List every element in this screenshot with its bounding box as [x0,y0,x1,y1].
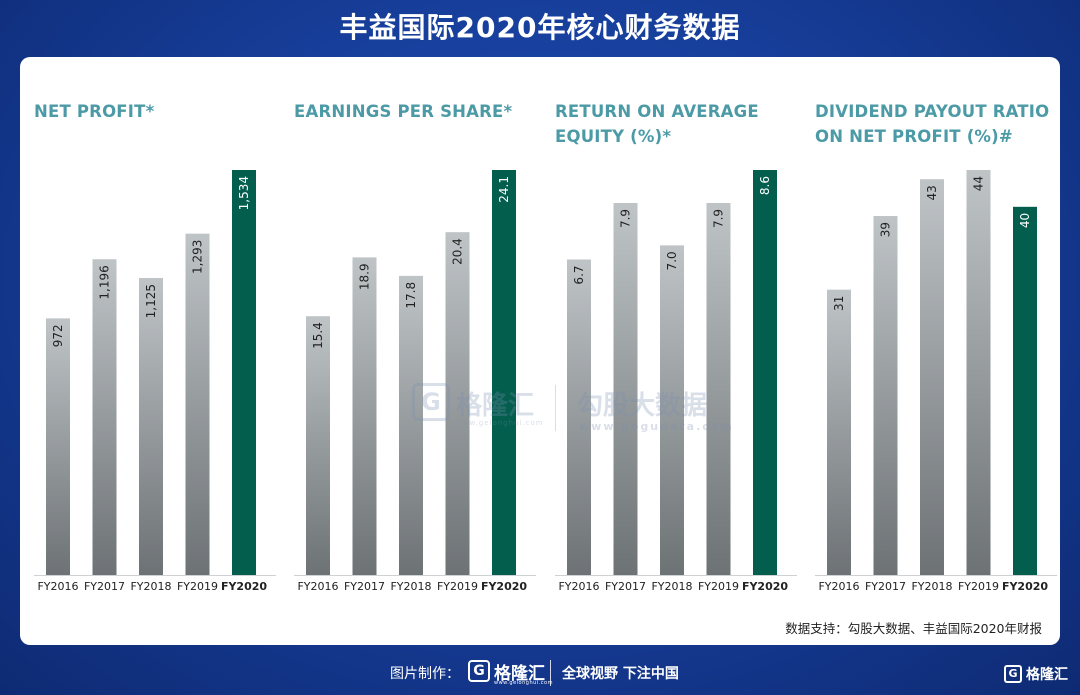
bar [966,170,991,575]
bar [46,318,70,575]
x-tick-label: FY2019 [698,580,739,593]
bar [399,275,423,575]
x-tick-label: FY2018 [651,580,692,593]
chart-3: RETURN ON AVERAGE EQUITY (%)* 6.7 FY2016 7.9… [555,102,797,593]
charts-svg: NET PROFIT* 972 FY2016 1,196 FY2017 1,125 FY20… [34,102,1057,593]
bar [660,245,684,576]
data-label: 31 [832,296,846,311]
x-tick-label: FY2016 [37,580,78,593]
bar [827,289,851,575]
x-tick-label: FY2019 [958,580,999,593]
bar [873,216,898,576]
footer: 图片制作： G 格隆汇 www.gelonghui.com 全球视野 下注中国 … [0,655,1080,695]
bar [232,170,256,575]
data-label: 17.8 [404,282,418,309]
data-label: 7.0 [665,251,679,270]
footer-credit: 图片制作： [390,666,460,682]
bar [306,316,330,575]
x-tick-label: FY2016 [818,580,859,593]
chart-2: EARNINGS PER SHARE* 15.4 FY2016 18.9 FY2017 1… [294,102,536,593]
x-tick-label: FY2017 [84,580,125,593]
gelonghui-logo-icon: G [468,660,490,682]
x-tick-label: FY2017 [865,580,906,593]
page-title: 丰益国际2020年核心财务数据 [339,11,741,44]
data-label: 20.4 [451,238,465,265]
chart-layer: NET PROFIT* 972 FY2016 1,196 FY2017 1,125 FY20… [34,102,1057,593]
bar [352,257,377,575]
corner-logo-icon: G [1004,665,1022,683]
bar [920,179,944,576]
data-label: 44 [972,176,986,191]
x-tick-label: FY2019 [177,580,218,593]
data-label: 18.9 [358,263,372,290]
x-tick-label: FY2020 [1002,580,1048,593]
bar [567,259,591,575]
x-tick-label: FY2019 [437,580,478,593]
x-tick-label: FY2020 [481,580,527,593]
data-label: 7.9 [619,209,633,228]
x-tick-label: FY2020 [742,580,788,593]
x-tick-label: FY2017 [344,580,385,593]
footer-brand-url: www.gelonghui.com [494,680,553,686]
data-label: 1,125 [144,284,158,318]
bar [139,277,163,575]
chart-4: DIVIDEND PAYOUT RATIO ON NET PROFIT (%)# 3… [815,102,1057,593]
data-label: 1,534 [237,176,251,210]
bar [492,170,516,575]
data-label: 15.4 [311,322,325,349]
x-tick-label: FY2018 [390,580,431,593]
x-tick-label: FY2016 [558,580,599,593]
x-tick-label: FY2018 [130,580,171,593]
chart-title-line: ON NET PROFIT (%)# [815,127,1013,146]
chart-title-line: EARNINGS PER SHARE* [294,102,513,121]
x-tick-label: FY2017 [605,580,646,593]
x-tick-label: FY2016 [297,580,338,593]
corner-brand: 格隆汇 [1026,667,1068,683]
bar [753,170,777,575]
chart-title-line: NET PROFIT* [34,102,155,121]
data-label: 6.7 [572,265,586,284]
chart-title-line: DIVIDEND PAYOUT RATIO [815,102,1049,121]
footer-divider [550,660,551,686]
footer-slogan: 全球视野 下注中国 [562,666,679,682]
bar [445,232,470,576]
source-note: 数据支持：勾股大数据、丰益国际2020年财报 [785,621,1042,636]
data-label: 24.1 [497,176,511,203]
data-label: 39 [879,222,893,237]
bar [706,202,731,575]
data-label: 1,196 [98,265,112,299]
footer-brand: 格隆汇 [494,664,545,684]
bar [1013,206,1037,575]
data-label: 1,293 [191,240,205,274]
bar [613,202,638,575]
data-label: 7.9 [712,209,726,228]
chart-1: NET PROFIT* 972 FY2016 1,196 FY2017 1,125 FY20… [34,102,276,593]
bar [92,259,117,575]
data-label: 972 [51,324,65,347]
data-label: 40 [1018,213,1032,228]
chart-title-line: RETURN ON AVERAGE [555,102,759,121]
chart-title-line: EQUITY (%)* [555,127,671,146]
charts-panel: NET PROFIT* 972 FY2016 1,196 FY2017 1,125 FY20… [20,57,1060,645]
data-label: 8.6 [758,176,772,195]
bar [185,233,210,575]
x-tick-label: FY2020 [221,580,267,593]
data-label: 43 [925,185,939,200]
x-tick-label: FY2018 [911,580,952,593]
